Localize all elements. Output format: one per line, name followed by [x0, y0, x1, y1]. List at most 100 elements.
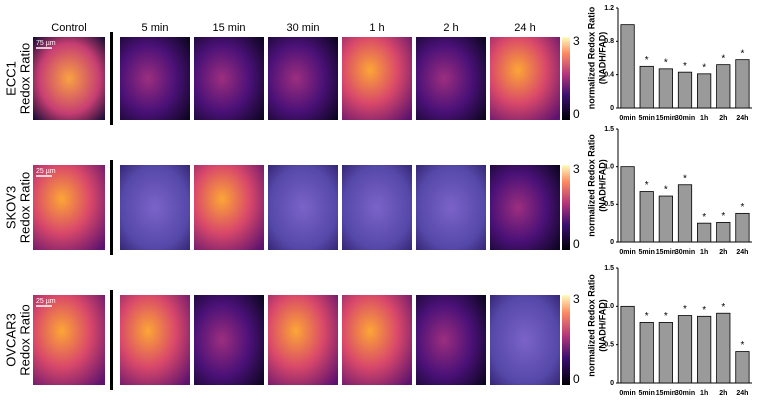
y-tick-label: 0 — [610, 239, 614, 246]
y-axis-label: normalized Redox Ratio — [586, 134, 596, 237]
x-tick-label: 30min — [675, 249, 695, 256]
y-tick-label: 0.5 — [604, 201, 614, 208]
row-label: SKOV3 — [3, 186, 18, 229]
x-tick-label: 2h — [719, 249, 727, 256]
significance: * — [702, 62, 706, 73]
x-tick-label: 24h — [736, 249, 748, 256]
row-label: ECC1 — [3, 61, 18, 96]
micrograph — [194, 165, 264, 250]
colorbar-max: 3 — [573, 292, 580, 306]
y-tick-label: 0.8 — [604, 38, 614, 45]
bar — [697, 222, 712, 243]
y-tick-label: 0 — [610, 105, 614, 112]
significance: * — [645, 311, 649, 322]
y-axis-label: normalized Redox Ratio — [586, 6, 596, 109]
bar — [716, 312, 731, 384]
column-label: 1 h — [369, 22, 384, 34]
micrograph — [120, 295, 190, 385]
bar — [639, 191, 654, 243]
scale-bar-label: 25 µm — [36, 168, 56, 175]
charts: normalized Redox Ratio (NADH/FAD)00.40.81… — [586, 5, 752, 397]
x-tick-label: 30min — [675, 115, 695, 122]
row-label: Redox Ratio — [17, 304, 32, 376]
micrograph — [342, 295, 412, 385]
colorbar-min: 0 — [573, 107, 580, 121]
micrograph — [120, 37, 190, 120]
significance: * — [664, 311, 668, 322]
colorbar-max: 3 — [573, 34, 580, 48]
micrograph — [120, 165, 190, 250]
significance: * — [683, 173, 687, 184]
bar — [697, 315, 712, 384]
micrograph — [342, 165, 412, 250]
x-tick-label: 5min — [639, 390, 655, 397]
micrograph — [342, 37, 412, 120]
column-label: Control — [51, 22, 86, 34]
y-axis-label: (NADH/FAD) — [597, 299, 607, 352]
column-label: 2 h — [443, 22, 458, 34]
x-tick-label: 30min — [675, 390, 695, 397]
significance: * — [645, 180, 649, 191]
row-label: Redox Ratio — [17, 43, 32, 115]
micrograph — [416, 295, 486, 385]
y-tick-label: 1.5 — [604, 265, 614, 272]
x-tick-label: 2h — [719, 115, 727, 122]
micrograph — [268, 37, 338, 120]
colorbar-min: 0 — [573, 237, 580, 251]
significance: * — [740, 202, 744, 213]
scale-bar-label: 25 µm — [36, 298, 56, 305]
x-tick-label: 0min — [619, 249, 635, 256]
bar — [658, 68, 673, 109]
micrograph — [194, 295, 264, 385]
y-axis-label: normalized Redox Ratio — [586, 274, 596, 377]
separator — [110, 32, 113, 125]
significance: * — [721, 302, 725, 313]
column-label: 24 h — [514, 22, 535, 34]
bar — [620, 24, 635, 109]
bar — [716, 222, 731, 243]
column-label: 30 min — [286, 22, 319, 34]
significance: * — [721, 53, 725, 64]
y-tick-label: 0 — [610, 380, 614, 387]
significance: * — [683, 61, 687, 72]
micrograph — [268, 165, 338, 250]
bar — [735, 212, 750, 243]
significance: * — [702, 305, 706, 316]
colorbar — [562, 37, 570, 120]
bar — [677, 71, 693, 109]
x-tick-label: 0min — [619, 115, 635, 122]
y-tick-label: 1.2 — [604, 5, 614, 12]
x-tick-label: 5min — [639, 115, 655, 122]
y-tick-label: 0.4 — [604, 72, 614, 79]
bar — [639, 65, 654, 109]
micrograph — [416, 165, 486, 250]
y-axis-label: (NADH/FAD) — [597, 159, 607, 212]
y-tick-label: 1.5 — [604, 126, 614, 133]
micrograph — [490, 37, 560, 120]
significance: * — [721, 211, 725, 222]
x-tick-label: 0min — [619, 390, 635, 397]
bar — [658, 195, 673, 243]
micrograph — [416, 37, 486, 120]
bar — [735, 351, 750, 384]
y-tick-label: 1.0 — [604, 164, 614, 171]
scale-bar-label: 75 µm — [36, 40, 56, 47]
bar — [716, 64, 731, 109]
bar — [677, 315, 693, 384]
significance: * — [664, 185, 668, 196]
micrograph — [33, 37, 105, 120]
column-label: 5 min — [142, 22, 169, 34]
row-label: Redox Ratio — [17, 172, 32, 244]
colorbar — [562, 165, 570, 250]
y-tick-label: 0.5 — [604, 342, 614, 349]
x-tick-label: 1h — [700, 115, 708, 122]
colorbar-max: 3 — [573, 162, 580, 176]
micrograph — [490, 295, 560, 385]
x-tick-label: 15min — [656, 390, 676, 397]
x-tick-label: 1h — [700, 249, 708, 256]
significance: * — [740, 48, 744, 59]
bar — [620, 166, 635, 243]
micrograph — [268, 295, 338, 385]
bar — [735, 59, 750, 109]
